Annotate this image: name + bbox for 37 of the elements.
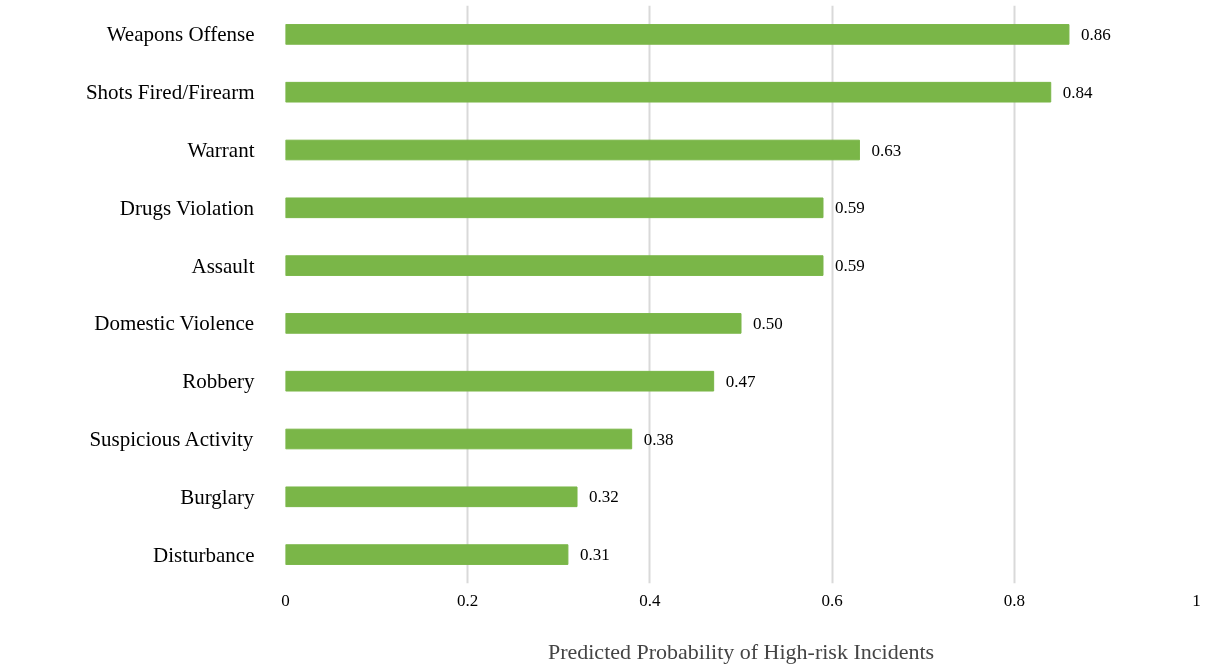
data-label: 0.31 bbox=[579, 545, 610, 565]
data-label: 0.84 bbox=[1062, 82, 1093, 102]
x-tick-label: 0.6 bbox=[821, 590, 843, 610]
bar bbox=[285, 197, 824, 219]
bar bbox=[285, 428, 633, 450]
bar bbox=[285, 486, 578, 508]
y-tick-label: Robbery bbox=[182, 369, 255, 394]
bar bbox=[285, 370, 715, 392]
bar bbox=[285, 544, 569, 565]
bar bbox=[285, 255, 824, 276]
y-tick-label: Shots Fired/Firearm bbox=[85, 80, 255, 105]
y-tick-label: Drugs Violation bbox=[119, 195, 255, 220]
data-label: 0.86 bbox=[1080, 24, 1111, 44]
bar bbox=[285, 81, 1052, 103]
bar bbox=[285, 313, 742, 334]
data-label: 0.32 bbox=[589, 487, 619, 507]
y-tick-label: Warrant bbox=[187, 138, 255, 162]
data-label: 0.38 bbox=[643, 429, 674, 449]
y-tick-label: Weapons Offense bbox=[106, 22, 255, 47]
y-tick-label: Disturbance bbox=[153, 542, 255, 567]
bar bbox=[285, 24, 1070, 45]
y-tick-label: Burglary bbox=[180, 484, 255, 509]
x-tick-label: 0 bbox=[281, 590, 290, 610]
data-label: 0.59 bbox=[834, 256, 865, 276]
x-tick-label: 0.8 bbox=[1003, 590, 1025, 610]
y-tick-label: Assault bbox=[191, 253, 255, 278]
data-label: 0.50 bbox=[753, 313, 783, 333]
x-tick-label: 0.4 bbox=[639, 590, 662, 610]
y-tick-label: Suspicious Activity bbox=[89, 427, 254, 451]
y-tick-label: Domestic Violence bbox=[94, 311, 255, 336]
x-tick-label: 0.2 bbox=[457, 590, 479, 610]
bar bbox=[285, 139, 860, 161]
data-label: 0.59 bbox=[834, 198, 865, 218]
data-label: 0.63 bbox=[871, 140, 902, 160]
data-label: 0.47 bbox=[725, 371, 756, 391]
x-axis-title: Predicted Probability of High-risk Incidents bbox=[547, 638, 935, 664]
x-tick-label: 1 bbox=[1192, 590, 1201, 610]
